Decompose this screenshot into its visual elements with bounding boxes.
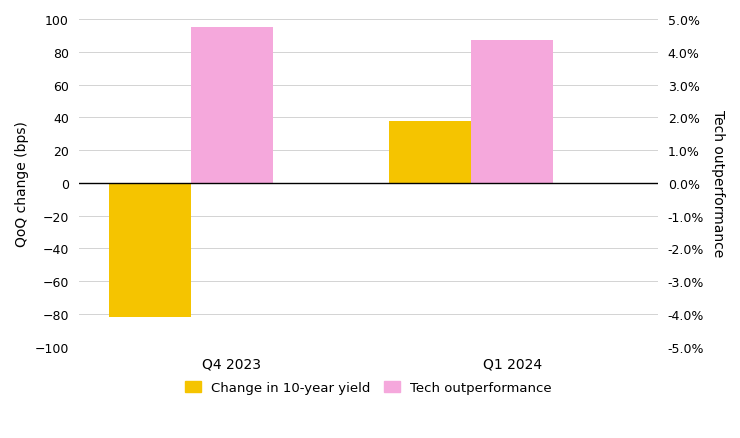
Y-axis label: Tech outperformance: Tech outperformance	[711, 110, 725, 257]
Bar	[471, 41, 554, 184]
Y-axis label: QoQ change (bps): QoQ change (bps)	[15, 121, 29, 246]
Bar	[109, 184, 191, 318]
Legend: Change in 10-year yield, Tech outperformance: Change in 10-year yield, Tech outperform…	[180, 375, 557, 399]
Bar	[191, 28, 273, 184]
Bar	[388, 121, 471, 184]
